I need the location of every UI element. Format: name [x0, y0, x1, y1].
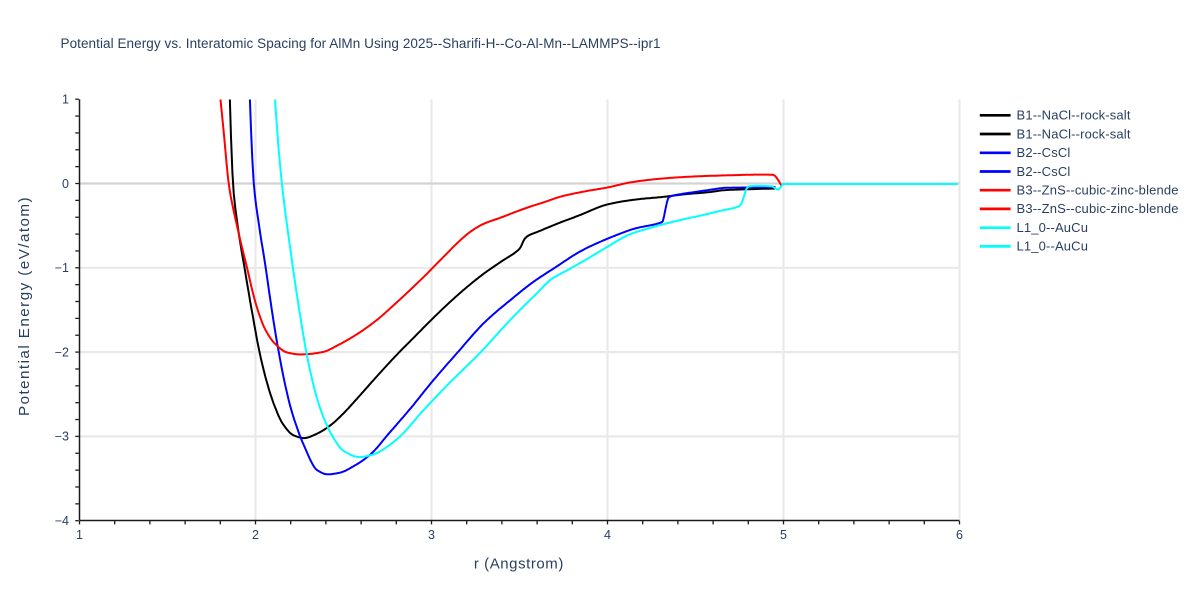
svg-text:−2: −2: [55, 345, 69, 359]
svg-text:6: 6: [956, 528, 963, 542]
svg-text:Potential Energy vs. Interatom: Potential Energy vs. Interatomic Spacing…: [61, 36, 661, 51]
svg-text:0: 0: [62, 177, 69, 191]
svg-text:B3--ZnS--cubic-zinc-blende: B3--ZnS--cubic-zinc-blende: [1017, 201, 1179, 216]
svg-text:3: 3: [428, 528, 435, 542]
svg-text:B3--ZnS--cubic-zinc-blende: B3--ZnS--cubic-zinc-blende: [1017, 183, 1179, 198]
svg-text:L1_0--AuCu: L1_0--AuCu: [1017, 220, 1089, 235]
svg-text:1: 1: [76, 528, 83, 542]
svg-text:−3: −3: [55, 430, 69, 444]
svg-text:−4: −4: [55, 514, 69, 528]
svg-text:r (Angstrom): r (Angstrom): [474, 556, 564, 573]
svg-text:B2--CsCl: B2--CsCl: [1017, 164, 1071, 179]
svg-text:B1--NaCl--rock-salt: B1--NaCl--rock-salt: [1017, 126, 1131, 141]
svg-text:−1: −1: [55, 261, 69, 275]
svg-text:5: 5: [780, 528, 787, 542]
svg-text:B2--CsCl: B2--CsCl: [1017, 145, 1071, 160]
svg-text:B1--NaCl--rock-salt: B1--NaCl--rock-salt: [1017, 108, 1131, 123]
svg-text:4: 4: [604, 528, 611, 542]
svg-text:L1_0--AuCu: L1_0--AuCu: [1017, 239, 1089, 254]
svg-text:Potential Energy (eV/atom): Potential Energy (eV/atom): [16, 196, 33, 416]
svg-text:2: 2: [252, 528, 259, 542]
svg-text:1: 1: [62, 93, 69, 107]
